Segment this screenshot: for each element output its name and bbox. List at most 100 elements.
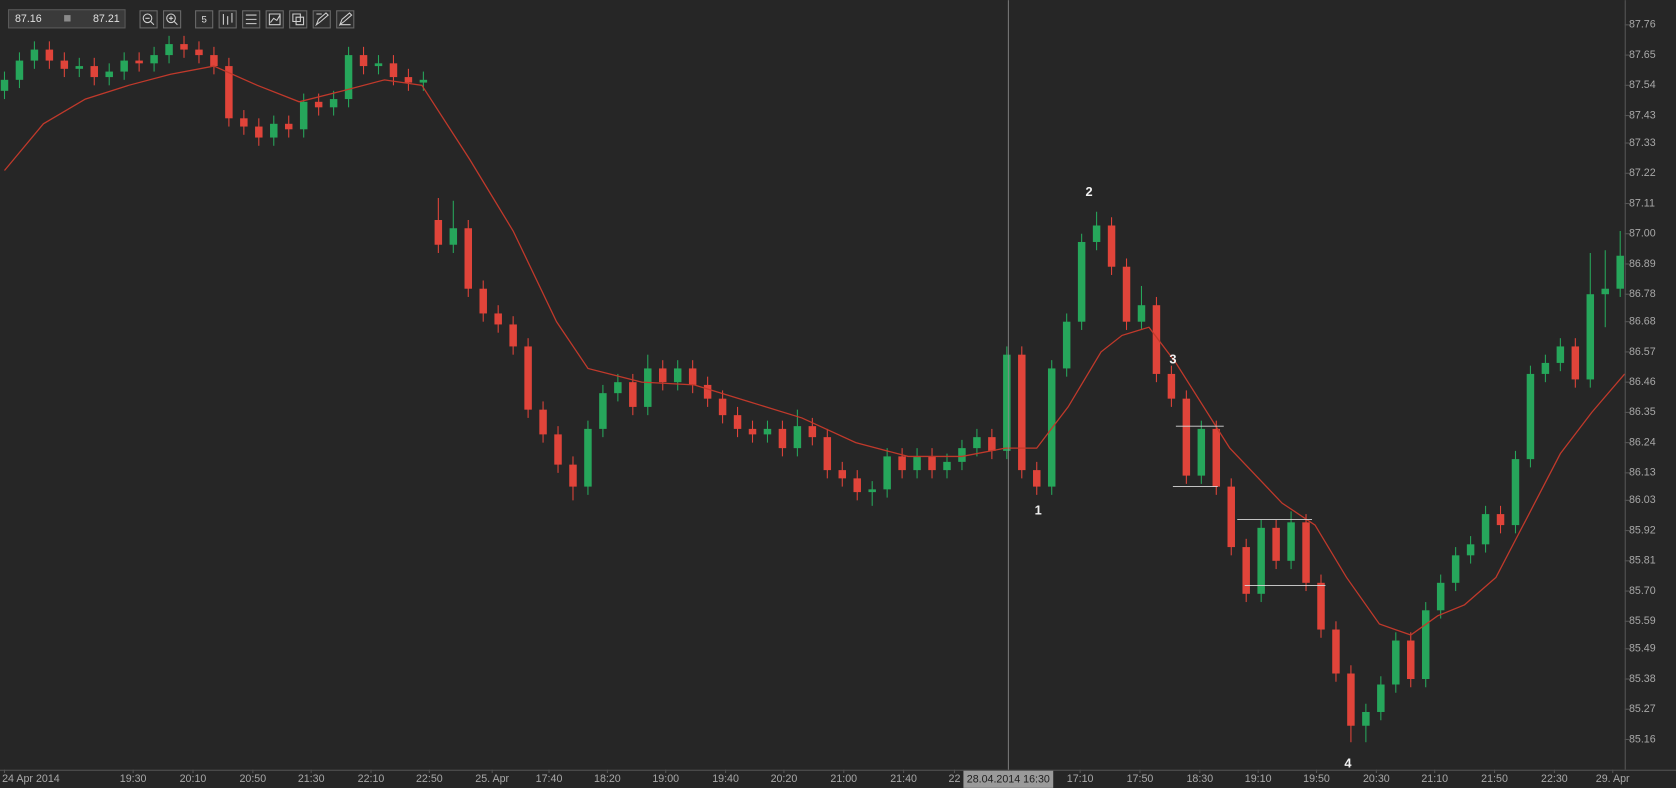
x-tick-label: 21:10 (1421, 773, 1448, 785)
candle-body (1586, 294, 1595, 380)
candle-body (1392, 640, 1400, 685)
y-tick-label: 86.68 (1629, 316, 1656, 328)
candle-body (1347, 673, 1355, 726)
candle-body (524, 346, 532, 410)
candle-body (419, 79, 428, 83)
x-tick-label: 18:20 (594, 773, 621, 785)
candle-body (1033, 470, 1041, 487)
candle-body (314, 101, 323, 108)
candle-body (943, 461, 951, 471)
x-tick-label: 18:30 (1186, 773, 1213, 785)
candle-body (703, 384, 712, 399)
candle-body (1496, 514, 1505, 526)
candle-body (1003, 354, 1011, 451)
crosshair-label-box (963, 770, 1054, 788)
settings-button[interactable] (242, 10, 261, 29)
candle-body (748, 428, 757, 435)
candle-body (90, 66, 98, 78)
candle-body (225, 66, 233, 119)
y-tick-label: 87.11 (1629, 197, 1655, 209)
candle-body (1407, 640, 1415, 680)
x-tick-label: 17:10 (1067, 773, 1094, 785)
pen-button[interactable] (336, 10, 355, 29)
candle-body (165, 44, 173, 56)
y-tick-label: 85.49 (1629, 643, 1656, 655)
y-tick-label: 85.70 (1629, 585, 1656, 597)
x-tick-label: 19:40 (712, 773, 739, 785)
y-tick-label: 85.38 (1629, 673, 1656, 685)
y-tick-label: 87.33 (1629, 137, 1656, 149)
y-tick-label: 86.78 (1629, 288, 1656, 300)
candle-body (240, 118, 248, 127)
candle-body (1541, 362, 1550, 374)
candle-body (1167, 373, 1176, 399)
candle-body (569, 464, 577, 487)
candle-body (30, 49, 39, 61)
chart-type-button[interactable] (218, 10, 237, 29)
candle-body (1377, 684, 1385, 712)
x-tick-label: 22:10 (358, 773, 385, 785)
candle-body (928, 456, 936, 471)
x-tick-label: 22:30 (1541, 773, 1568, 785)
candle-body (135, 60, 143, 64)
candle-body (329, 99, 338, 108)
candle-body (1362, 711, 1370, 726)
plot-area (0, 35, 1626, 743)
y-tick-label: 86.35 (1629, 406, 1656, 418)
candle-body (1077, 241, 1086, 322)
zoom-in-button[interactable] (163, 10, 182, 29)
candle-body (1302, 522, 1310, 583)
candle-body (584, 428, 592, 487)
draw-button[interactable] (312, 10, 331, 29)
y-tick-label: 85.81 (1629, 555, 1656, 567)
candle-body (464, 228, 472, 289)
candle-body (868, 489, 876, 493)
candle-body (479, 288, 487, 314)
bid-price: 87.16 (15, 13, 42, 25)
copy-button[interactable] (289, 10, 308, 29)
y-tick-label: 85.92 (1629, 524, 1656, 536)
candle-body (1122, 266, 1131, 322)
candle-body (1272, 527, 1280, 561)
x-tick-label: 21:40 (890, 773, 917, 785)
candle-body (1556, 346, 1565, 363)
y-tick-label: 86.03 (1629, 494, 1656, 506)
x-tick-label: 17:40 (536, 773, 563, 785)
candle-body (733, 415, 742, 429)
interval-button[interactable]: 5 (195, 10, 214, 29)
y-tick-label: 86.57 (1629, 346, 1656, 358)
y-tick-label: 87.65 (1629, 49, 1656, 61)
candle-body (75, 66, 84, 69)
x-tick-label: 20:30 (1363, 773, 1390, 785)
candle-body (180, 44, 188, 50)
candle-body (105, 71, 113, 78)
x-tick-label: 29. Apr (1596, 773, 1630, 785)
toolbar: 87.16 87.21 5 (8, 9, 355, 29)
y-tick-label: 87.76 (1629, 19, 1656, 31)
candle-body (823, 437, 832, 471)
candle-body (45, 49, 54, 61)
candle-body (1571, 346, 1580, 380)
candle-body (644, 368, 652, 407)
candle-body (270, 123, 278, 138)
candle-body (973, 437, 981, 449)
candle-body (150, 55, 158, 64)
x-tick-label: 21:50 (1481, 773, 1508, 785)
candle-body (673, 368, 682, 383)
indicator-button[interactable] (265, 10, 284, 29)
candle-body (60, 60, 69, 69)
candle-body (554, 434, 562, 465)
x-tick-label: 19:10 (1245, 773, 1272, 785)
zoom-out-button[interactable] (139, 10, 158, 29)
candle-body (1257, 527, 1265, 594)
candle-body (255, 126, 263, 138)
y-tick-label: 87.54 (1629, 79, 1656, 91)
candle-body (1511, 459, 1520, 526)
candle-body (659, 368, 667, 383)
x-tick-label: 17:50 (1127, 773, 1154, 785)
candle-body (1287, 522, 1295, 561)
candle-body (1062, 321, 1071, 369)
candle-body (299, 101, 308, 130)
x-tick-label: 19:50 (1303, 773, 1330, 785)
x-tick-label: 20:10 (180, 773, 207, 785)
